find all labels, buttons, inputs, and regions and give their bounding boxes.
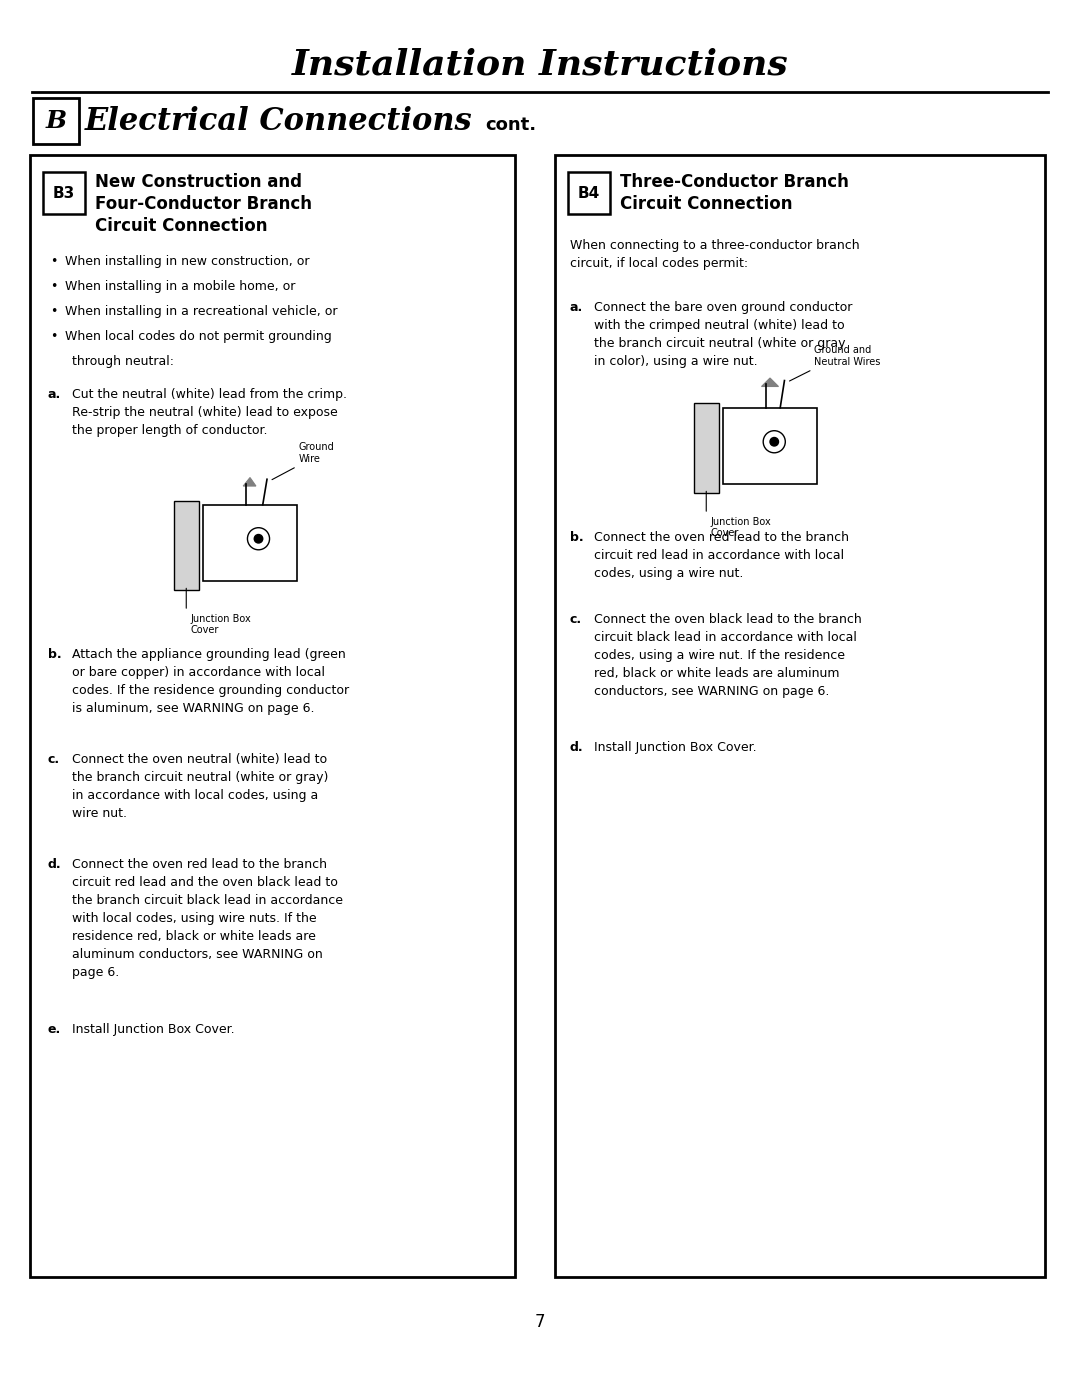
Circle shape — [770, 437, 779, 446]
Text: c.: c. — [570, 613, 582, 626]
Text: B: B — [45, 109, 67, 133]
Text: New Construction and: New Construction and — [95, 173, 302, 191]
Text: When installing in a recreational vehicle, or: When installing in a recreational vehicl… — [65, 305, 337, 319]
Text: •: • — [50, 279, 57, 293]
Text: Connect the oven black lead to the branch
circuit black lead in accordance with : Connect the oven black lead to the branc… — [594, 613, 862, 698]
Text: When connecting to a three-conductor branch
circuit, if local codes permit:: When connecting to a three-conductor bra… — [570, 239, 860, 270]
Text: Connect the oven neutral (white) lead to
the branch circuit neutral (white or gr: Connect the oven neutral (white) lead to… — [72, 753, 328, 820]
Text: •: • — [50, 256, 57, 268]
Polygon shape — [174, 500, 199, 590]
Text: 7: 7 — [535, 1313, 545, 1331]
Text: Ground
Wire: Ground Wire — [298, 443, 334, 464]
Text: Three-Conductor Branch: Three-Conductor Branch — [620, 173, 849, 191]
Text: Install Junction Box Cover.: Install Junction Box Cover. — [594, 740, 757, 754]
Text: •: • — [50, 305, 57, 319]
FancyBboxPatch shape — [555, 155, 1045, 1277]
Text: Electrical Connections: Electrical Connections — [85, 106, 473, 137]
Text: a.: a. — [570, 300, 583, 314]
Text: Ground and
Neutral Wires: Ground and Neutral Wires — [814, 345, 880, 367]
FancyBboxPatch shape — [30, 155, 515, 1277]
Text: b.: b. — [48, 648, 62, 661]
Text: d.: d. — [48, 858, 62, 870]
Text: Circuit Connection: Circuit Connection — [95, 217, 268, 235]
Text: B4: B4 — [578, 186, 600, 201]
Text: Connect the oven red lead to the branch
circuit red lead and the oven black lead: Connect the oven red lead to the branch … — [72, 858, 343, 979]
Text: Four-Conductor Branch: Four-Conductor Branch — [95, 196, 312, 212]
FancyBboxPatch shape — [568, 172, 610, 214]
Text: Attach the appliance grounding lead (green
or bare copper) in accordance with lo: Attach the appliance grounding lead (gre… — [72, 648, 349, 715]
Text: Connect the bare oven ground conductor
with the crimped neutral (white) lead to
: Connect the bare oven ground conductor w… — [594, 300, 852, 367]
Text: e.: e. — [48, 1023, 62, 1037]
FancyBboxPatch shape — [33, 98, 79, 144]
Text: When installing in a mobile home, or: When installing in a mobile home, or — [65, 279, 295, 293]
Polygon shape — [761, 379, 779, 387]
Text: When local codes do not permit grounding: When local codes do not permit grounding — [65, 330, 332, 344]
Circle shape — [254, 535, 262, 543]
Text: Junction Box
Cover: Junction Box Cover — [190, 613, 252, 636]
Text: a.: a. — [48, 388, 62, 401]
Text: Install Junction Box Cover.: Install Junction Box Cover. — [72, 1023, 234, 1037]
Text: Installation Instructions: Installation Instructions — [292, 47, 788, 81]
Text: When installing in new construction, or: When installing in new construction, or — [65, 256, 310, 268]
Text: Junction Box
Cover: Junction Box Cover — [711, 517, 771, 538]
Text: Circuit Connection: Circuit Connection — [620, 196, 793, 212]
FancyBboxPatch shape — [724, 408, 816, 485]
FancyBboxPatch shape — [203, 504, 297, 581]
FancyBboxPatch shape — [43, 172, 85, 214]
Text: •: • — [50, 330, 57, 344]
Text: d.: d. — [570, 740, 583, 754]
Text: c.: c. — [48, 753, 60, 766]
Polygon shape — [243, 478, 256, 486]
Text: Connect the oven red lead to the branch
circuit red lead in accordance with loca: Connect the oven red lead to the branch … — [594, 531, 849, 580]
Polygon shape — [693, 404, 719, 493]
Text: b.: b. — [570, 531, 583, 543]
Text: Cut the neutral (white) lead from the crimp.
Re-strip the neutral (white) lead t: Cut the neutral (white) lead from the cr… — [72, 388, 347, 437]
Text: through neutral:: through neutral: — [72, 355, 174, 367]
Text: B3: B3 — [53, 186, 76, 201]
Text: cont.: cont. — [485, 116, 536, 134]
